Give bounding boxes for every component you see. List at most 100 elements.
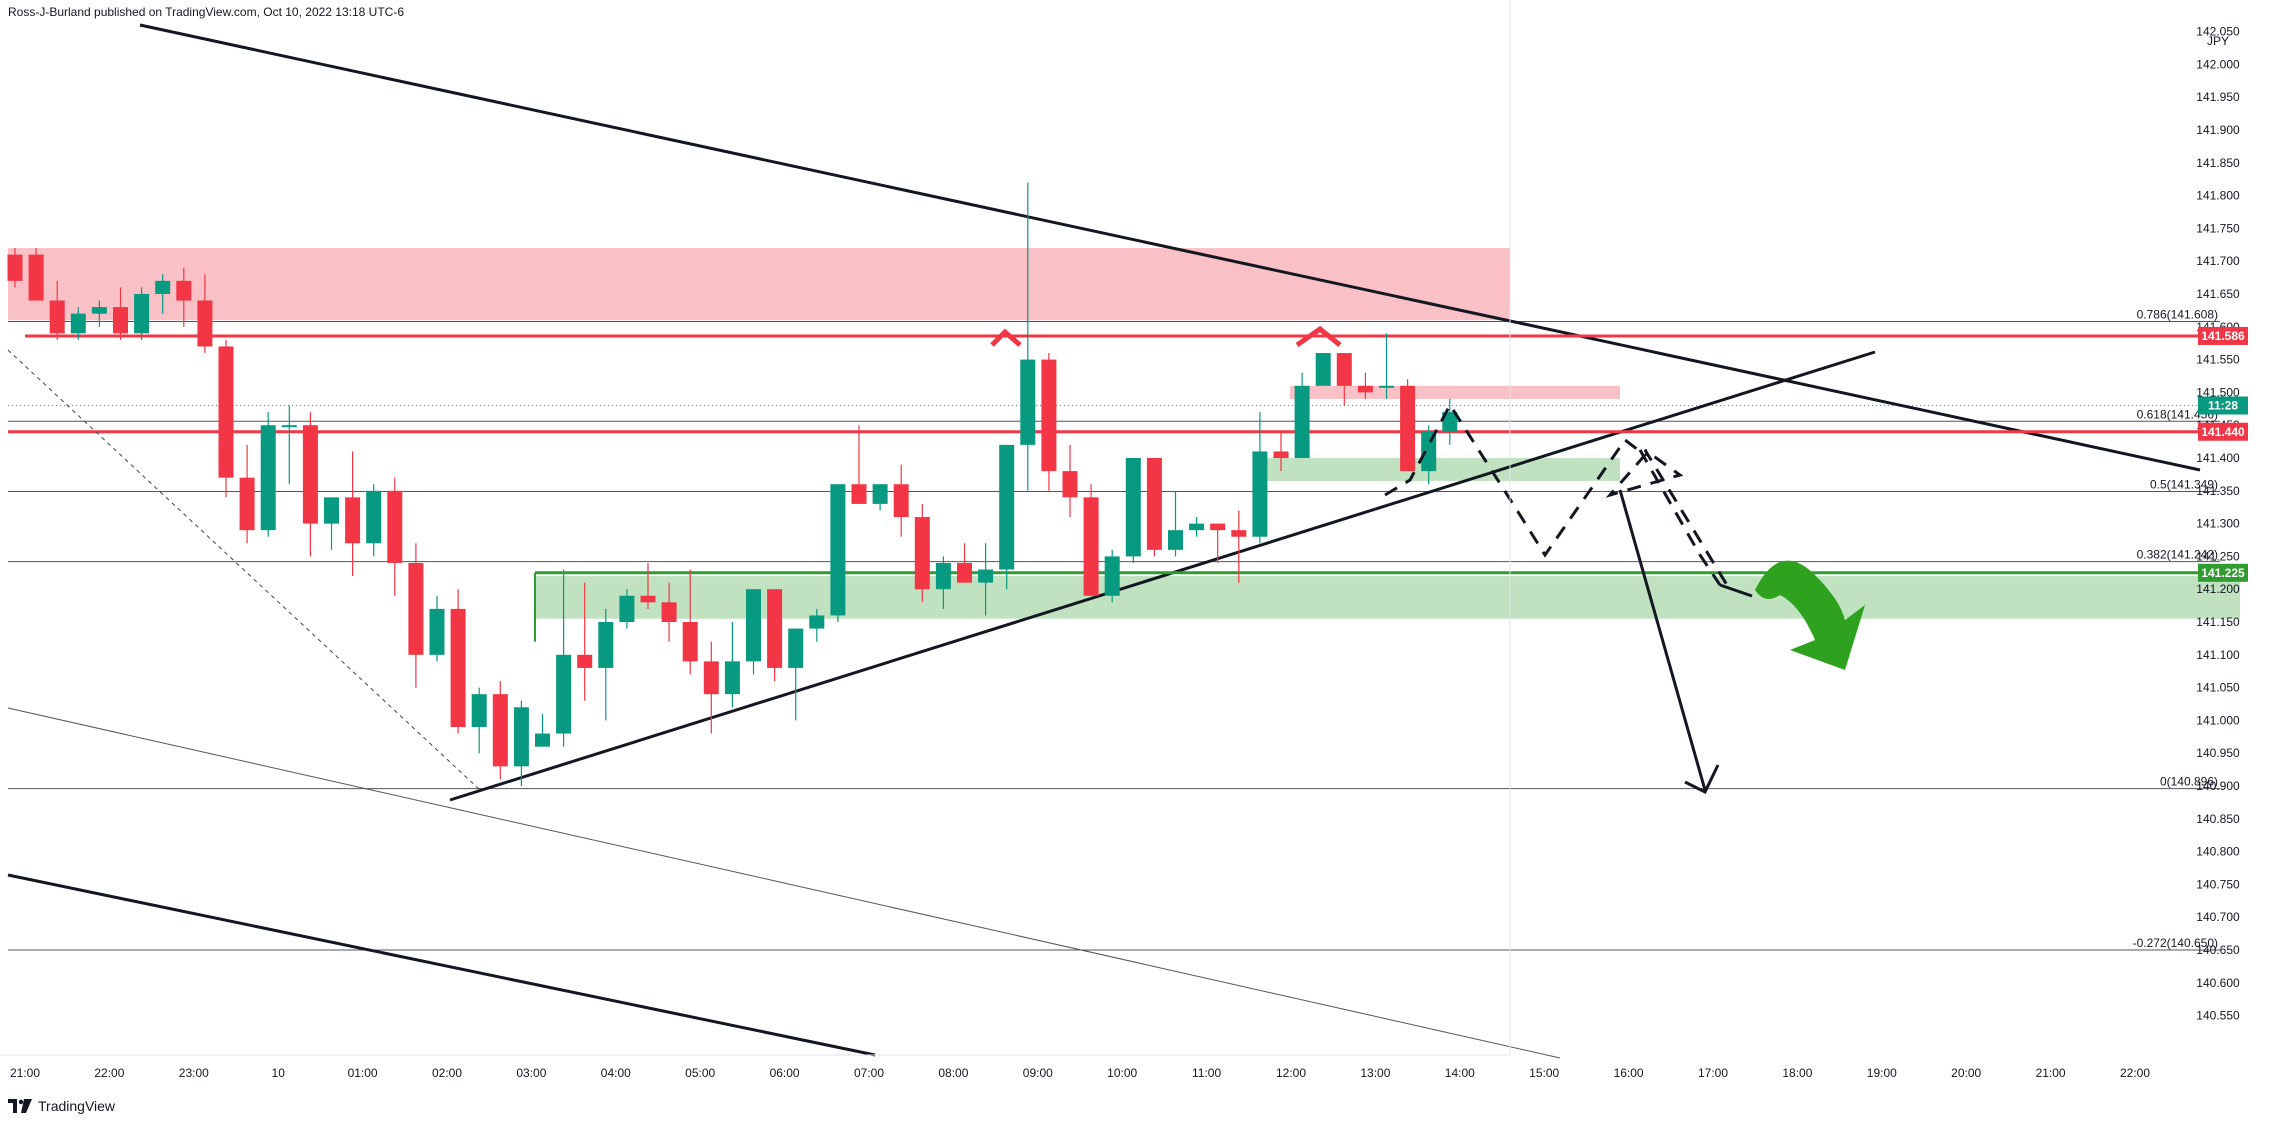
candle-down <box>1083 497 1099 596</box>
candle-up <box>70 313 86 334</box>
candle-up <box>1315 353 1331 386</box>
candle-up <box>598 622 614 668</box>
y-tick-label: 141.300 <box>2196 517 2240 531</box>
price-tag-label: 11:28 <box>2208 399 2238 413</box>
footer-brand: TradingView <box>38 1098 116 1114</box>
candle-up <box>830 484 846 616</box>
candle-down <box>577 654 593 668</box>
y-tick-label: 141.400 <box>2196 451 2240 465</box>
y-tick-label: 140.550 <box>2196 1009 2240 1023</box>
zone-supply <box>8 248 1510 321</box>
candle-up <box>429 608 445 655</box>
x-tick-label: 03:00 <box>516 1066 546 1080</box>
candle-up <box>155 280 171 294</box>
y-tick-label: 141.850 <box>2196 156 2240 170</box>
candle-down <box>345 497 361 544</box>
candle-up <box>1189 523 1205 531</box>
candle-down <box>387 490 403 563</box>
x-tick-label: 20:00 <box>1951 1066 1981 1080</box>
candle-up <box>746 589 761 662</box>
zone-minor-supply <box>1290 385 1620 399</box>
candle-down <box>1357 385 1373 393</box>
price-tag-bg <box>2198 563 2248 582</box>
y-tick-label: 141.350 <box>2196 484 2240 498</box>
candle-down <box>218 346 234 478</box>
x-tick-label: 12:00 <box>1276 1066 1306 1080</box>
y-tick-label: 141.900 <box>2196 123 2240 137</box>
publisher-line: Ross-J-Burland published on TradingView.… <box>8 5 404 19</box>
x-tick-label: 22:00 <box>94 1066 124 1080</box>
fib-anchor-line <box>7 349 481 791</box>
price-tag-label: 141.225 <box>2201 566 2245 580</box>
y-tick-label: 141.500 <box>2196 385 2240 399</box>
candle-down <box>302 425 318 524</box>
y-tick-label: 141.800 <box>2196 189 2240 203</box>
x-tick-label: 05:00 <box>685 1066 715 1080</box>
candle-up <box>978 569 994 583</box>
candle-up <box>1294 385 1310 458</box>
zone-minor-demand <box>1260 457 1620 481</box>
x-tick-label: 23:00 <box>179 1066 209 1080</box>
peak-marker-1 <box>990 328 1022 347</box>
candle-up <box>366 490 382 544</box>
candle-down <box>7 254 23 281</box>
x-tick-label: 02:00 <box>432 1066 462 1080</box>
candle-down <box>28 254 44 301</box>
candle-down <box>113 307 128 334</box>
y-tick-label: 141.700 <box>2196 254 2240 268</box>
y-tick-label: 140.950 <box>2196 746 2240 760</box>
candle-up <box>281 425 297 428</box>
price-tag-bg <box>2198 396 2248 415</box>
projection-arrow-tip <box>1719 583 1753 598</box>
candle-down <box>661 602 677 623</box>
y-tick-label: 140.650 <box>2196 943 2240 957</box>
upper-trendline <box>139 23 2201 472</box>
y-tick-label: 141.550 <box>2196 353 2240 367</box>
candle-down <box>1210 523 1226 531</box>
candle-down <box>1041 359 1057 472</box>
candle-up <box>724 661 740 695</box>
y-tick-label: 141.150 <box>2196 615 2240 629</box>
candle-up <box>1020 359 1036 445</box>
fib-label: 0.618(141.456) <box>2137 407 2218 421</box>
peak-marker-2 <box>1295 325 1342 348</box>
y-tick-label: 140.600 <box>2196 976 2240 990</box>
y-tick-label: 141.750 <box>2196 221 2240 235</box>
candle-up <box>935 562 951 590</box>
candle-up <box>260 425 276 531</box>
candle-up <box>1125 457 1141 557</box>
y-tick-label: 141.100 <box>2196 648 2240 662</box>
candle-down <box>1400 385 1416 472</box>
y-tick-label: 140.900 <box>2196 779 2240 793</box>
target-arrow-head <box>1684 764 1720 795</box>
candle-up <box>324 497 339 524</box>
x-tick-label: 08:00 <box>938 1066 968 1080</box>
thin-descending-line <box>7 707 1561 1059</box>
price-tag-label: 141.586 <box>2201 329 2245 343</box>
y-tick-label: 142.000 <box>2196 57 2240 71</box>
candle-down <box>492 694 508 767</box>
candle-down <box>1146 457 1162 550</box>
fib-label: -0.272(140.650) <box>2133 936 2218 950</box>
candle-up <box>1379 385 1394 388</box>
y-tick-label: 141.950 <box>2196 90 2240 104</box>
green-curved-arrow-icon <box>1755 560 1865 670</box>
candle-up <box>513 707 529 767</box>
fib-label: 0(140.896) <box>2160 775 2218 789</box>
candle-down <box>703 661 719 695</box>
currency-label: JPY <box>2207 34 2229 48</box>
y-tick-label: 142.050 <box>2196 25 2240 39</box>
y-tick-label: 140.750 <box>2196 877 2240 891</box>
candle-up <box>1442 412 1458 432</box>
y-tick-label: 140.850 <box>2196 812 2240 826</box>
candle-up <box>1421 431 1437 472</box>
candle-up <box>1252 451 1268 537</box>
rising-trendline <box>449 350 1876 802</box>
candle-down <box>49 300 65 334</box>
x-tick-label: 10:00 <box>1107 1066 1137 1080</box>
y-tick-label: 141.200 <box>2196 582 2240 596</box>
price-tag-label: 141.440 <box>2201 425 2245 439</box>
projection-dashed-leg <box>1638 449 1722 586</box>
